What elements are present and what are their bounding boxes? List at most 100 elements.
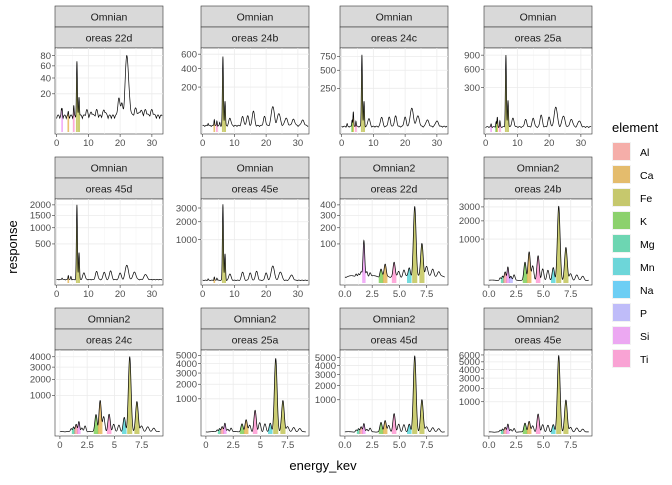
y-tick-label: 3000 [30, 362, 51, 373]
element-peak-fill-k [378, 422, 384, 434]
element-peak-fill-fe [221, 56, 224, 132]
y-tick-label: 1000 [315, 395, 336, 406]
element-peak-fill-fe [412, 206, 418, 283]
spectrum-line [56, 204, 163, 281]
x-tick-label: 5.0 [537, 440, 550, 451]
element-peak-fill-fe [75, 204, 78, 283]
element-peak-fill-ca [526, 421, 532, 434]
legend-swatch-na [613, 281, 630, 298]
legend-swatch-p [613, 304, 630, 321]
x-tick-label: 20 [261, 289, 272, 300]
element-peak-fill-si [223, 423, 227, 434]
facet-panel: Omnian2 oreas 45d 0.0 2.5 5.0 7.5 1000 20003000… [315, 307, 449, 451]
spectrum-line [344, 355, 445, 433]
x-tick-label: 0.0 [338, 289, 351, 300]
element-peak-fill-ca [526, 251, 532, 283]
facet-panel: Omnian oreas 24c 0 10 20 30 250 500 750 [320, 5, 449, 149]
spectrum-line [202, 56, 309, 128]
element-peak-fill-mn [122, 417, 127, 434]
facet-panel: Omnian2 oreas 24b 0.0 2.5 5.0 7.5 1000 2000 3000 [459, 156, 593, 300]
y-tick-label: 4000 [30, 352, 51, 363]
x-tick-label: 7.5 [564, 440, 577, 451]
element-peak-fill-fe [507, 100, 510, 132]
panel-background [339, 47, 449, 135]
y-tick-label: 3000 [315, 370, 336, 381]
x-tick-label: 5.0 [393, 440, 406, 451]
element-peak-fill-fe [563, 247, 569, 283]
element-peak-fill-fe [563, 400, 569, 434]
y-tick-label: 2000 [30, 200, 51, 211]
y-tick-label: 4000 [459, 365, 480, 376]
element-peak-fill-ca [97, 400, 103, 434]
y-tick-label: 250 [320, 84, 336, 95]
y-tick-label: 1000 [459, 397, 480, 408]
x-tick-label: 0.0 [338, 440, 351, 451]
element-peak-fill-mn [268, 423, 273, 434]
element-peak-fill-al [503, 426, 508, 434]
y-axis-title: response [5, 220, 20, 273]
panel-background [54, 198, 164, 286]
x-tick-label: 0 [339, 138, 344, 149]
y-tick-label: 1500 [30, 211, 51, 222]
y-tick-label: 1000 [176, 394, 197, 405]
spectrum-line [341, 54, 448, 128]
x-tick-label: 2.5 [81, 440, 94, 451]
legend-label-si: Si [640, 331, 649, 343]
y-tick-label: 2000 [315, 381, 336, 392]
y-tick-label: 5000 [315, 353, 336, 364]
legend-swatch-k [613, 212, 630, 229]
x-tick-label: 7.5 [281, 440, 294, 451]
legend-items: Al Ca Fe K Mg Mn Na P Si Ti [612, 142, 655, 368]
x-tick-label: 20 [261, 138, 272, 149]
element-peak-fill-fe [363, 101, 366, 132]
spectrum-line [205, 357, 306, 433]
element-peak-fill-k [93, 414, 99, 434]
element-peak-fill-si [362, 423, 366, 434]
legend-label-na: Na [640, 285, 654, 297]
x-tick-label: 0 [483, 138, 488, 149]
element-peak-fill-fe [224, 253, 227, 283]
y-tick-label: 4000 [176, 359, 197, 370]
facet-panel: Omnian oreas 45e 0 10 20 30 1000 2000 3000 [176, 156, 310, 300]
strip-sample-label: oreas 24b [515, 184, 562, 196]
element-peak-fill-ti [106, 414, 112, 434]
legend-label-ca: Ca [640, 170, 654, 182]
x-tick-label: 5 [258, 440, 263, 451]
y-tick-label: 80 [40, 51, 51, 62]
y-tick-label: 5000 [176, 351, 197, 362]
element-peak-fill-fe [556, 206, 562, 283]
strip-sample-label: oreas 45e [232, 184, 279, 196]
y-tick-label: 200 [181, 82, 197, 93]
element-peak-fill-ti [535, 255, 541, 283]
element-peak-fill-p [508, 273, 513, 283]
strip-instrument-label: Omnian [520, 12, 557, 24]
element-peak-fill-ca [213, 277, 216, 283]
legend-label-p: P [640, 308, 647, 320]
legend-label-mg: Mg [640, 239, 655, 251]
element-peak-fill-k [351, 117, 353, 132]
element-peak-fill-al [503, 271, 508, 283]
spectrum-line [485, 54, 592, 129]
x-tick-label: 10 [229, 289, 240, 300]
strip-sample-label: oreas 45d [371, 335, 418, 347]
x-tick-label: 0 [57, 440, 62, 451]
x-tick-label: 5.0 [393, 289, 406, 300]
legend-label-ti: Ti [640, 354, 648, 366]
legend-label-k: K [640, 216, 647, 228]
x-tick-label: 0 [200, 138, 205, 149]
element-peak-fill-fe [273, 358, 279, 434]
x-tick-label: 5 [112, 440, 117, 451]
strip-instrument-label: Omnian [91, 12, 128, 24]
x-tick-label: 10 [83, 138, 94, 149]
element-peak-fill-si [77, 421, 81, 434]
x-tick-label: 30 [293, 138, 304, 149]
y-tick-label: 200 [320, 223, 336, 234]
element-peak-fill-ca [243, 419, 249, 434]
element-peak-fill-ti [252, 410, 258, 434]
strip-sample-label: oreas 24b [232, 33, 279, 45]
element-peak-fill-fe [412, 355, 418, 434]
strip-instrument-label: Omnian [237, 163, 274, 175]
legend-swatch-si [613, 327, 630, 344]
